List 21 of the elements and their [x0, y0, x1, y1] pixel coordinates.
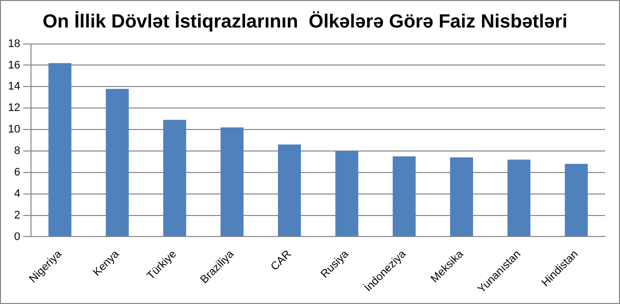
y-tick-label: 14 [8, 80, 20, 93]
y-tick-label: 4 [14, 188, 20, 200]
bar [278, 144, 301, 236]
y-tick-label: 18 [8, 38, 20, 50]
bar [450, 157, 474, 236]
y-tick-label: 16 [8, 59, 20, 72]
y-tick-label: 6 [14, 166, 20, 178]
bar [106, 88, 129, 236]
bar [48, 63, 72, 236]
bar [392, 156, 416, 236]
y-tick-label: 8 [14, 145, 20, 158]
bar [335, 150, 358, 236]
bar [220, 127, 244, 236]
y-tick-label: 2 [14, 209, 20, 222]
y-tick-label: 0 [14, 230, 20, 243]
y-tick-label: 12 [8, 102, 20, 114]
bar [507, 160, 530, 236]
bar [564, 164, 588, 236]
y-tick-label: 10 [8, 124, 20, 136]
chart-title: On İllik Dövlət İstiqrazlarının Ölkələrə Görə Faiz Nisbətləri [42, 10, 568, 33]
bar [163, 120, 186, 236]
